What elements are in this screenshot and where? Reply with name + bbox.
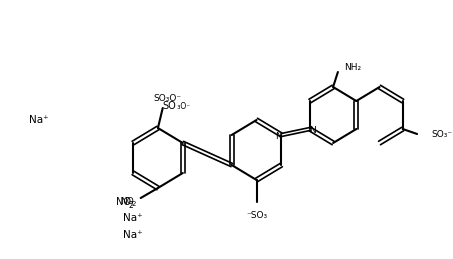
Text: NO: NO	[116, 197, 131, 207]
Text: ⁻SO₃: ⁻SO₃	[246, 211, 267, 219]
Text: Na⁺: Na⁺	[122, 213, 142, 223]
Text: SO₃⁻: SO₃⁻	[431, 130, 453, 139]
Text: Na⁺: Na⁺	[122, 230, 142, 240]
Text: ₃O⁻: ₃O⁻	[163, 102, 190, 111]
Text: Na⁺: Na⁺	[29, 115, 48, 125]
Text: NH₂: NH₂	[345, 62, 362, 71]
Text: N: N	[309, 126, 316, 134]
Text: 2: 2	[129, 202, 134, 211]
Text: SO₃O⁻: SO₃O⁻	[154, 93, 182, 103]
Text: 2: 2	[132, 201, 136, 207]
Text: N: N	[275, 132, 282, 140]
Text: NO: NO	[120, 197, 134, 205]
Text: SO: SO	[163, 101, 177, 111]
